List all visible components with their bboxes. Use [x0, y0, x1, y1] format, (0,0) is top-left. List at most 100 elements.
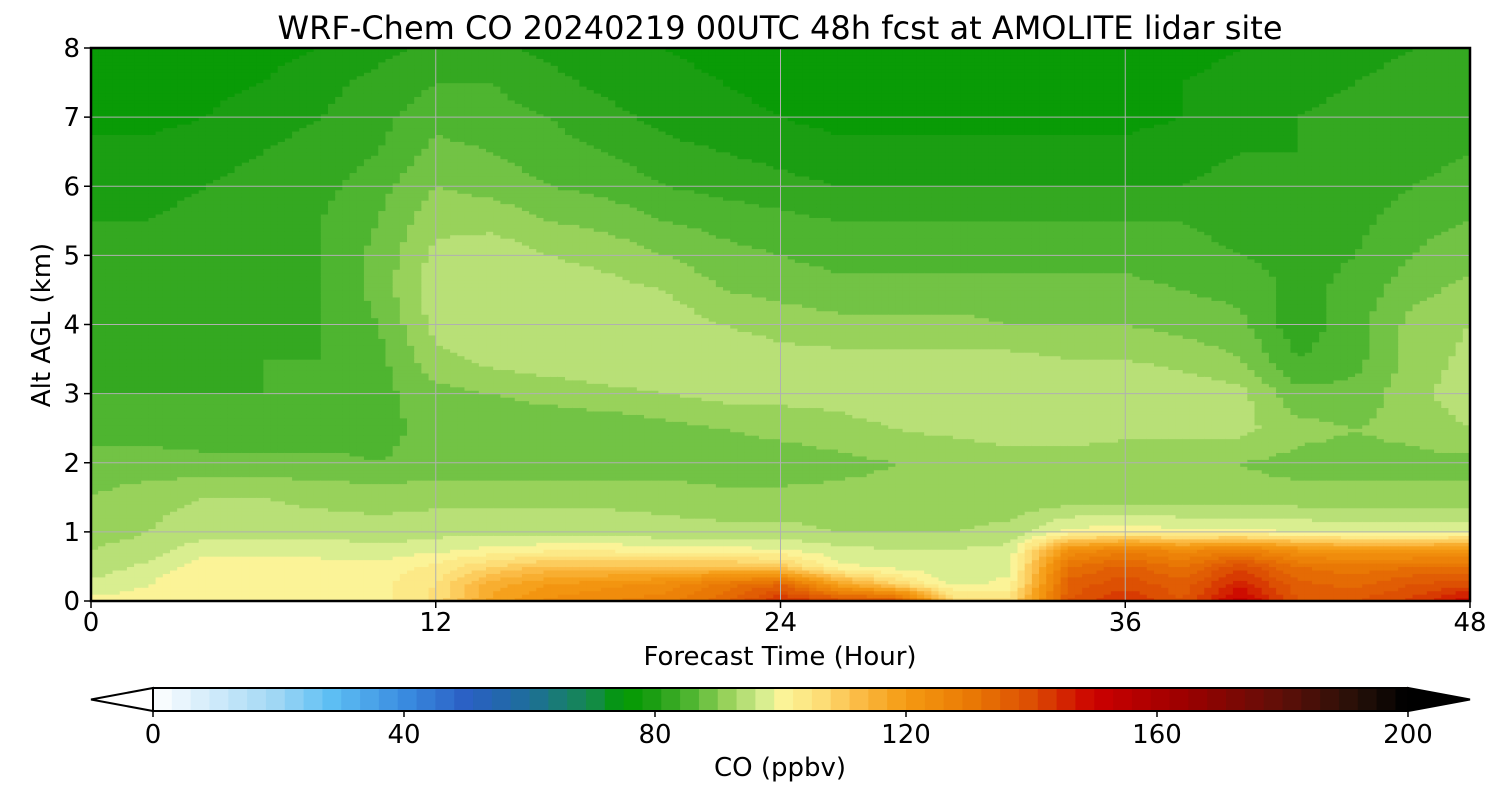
field-cell	[277, 61, 286, 66]
field-cell	[205, 566, 214, 571]
field-cell	[205, 469, 214, 474]
field-cell	[191, 504, 200, 509]
field-cell	[184, 376, 193, 381]
field-cell	[141, 352, 150, 357]
field-cell	[270, 82, 279, 87]
field-cell	[234, 286, 243, 291]
field-cell	[241, 359, 250, 364]
field-cell	[220, 580, 229, 585]
field-cell	[220, 324, 229, 329]
field-cell	[98, 155, 106, 160]
field-cell	[191, 72, 200, 77]
field-cell	[112, 321, 121, 326]
field-cell	[126, 369, 135, 374]
field-cell	[126, 54, 135, 59]
field-cell	[270, 576, 279, 581]
field-cell	[299, 403, 308, 409]
field-cell	[227, 137, 236, 142]
field-cell	[126, 203, 135, 208]
field-cell	[162, 127, 171, 132]
field-cell	[220, 234, 229, 239]
field-cell	[119, 369, 128, 374]
field-cell	[234, 141, 243, 146]
field-cell	[263, 262, 272, 267]
field-cell	[198, 348, 207, 353]
field-cell	[170, 452, 178, 457]
field-cell	[205, 189, 214, 194]
field-cell	[270, 587, 279, 592]
field-cell	[227, 552, 236, 557]
field-cell	[198, 497, 207, 502]
field-cell	[134, 245, 142, 250]
field-cell	[213, 172, 221, 177]
field-cell	[141, 269, 150, 274]
field-cell	[234, 448, 243, 453]
field-cell	[98, 200, 106, 205]
field-cell	[220, 217, 229, 222]
field-cell	[170, 590, 178, 595]
field-cell	[98, 48, 106, 53]
field-cell	[277, 213, 286, 218]
field-cell	[241, 452, 250, 457]
field-cell	[270, 455, 279, 460]
field-cell	[148, 48, 157, 53]
field-cell	[112, 524, 121, 530]
field-cell	[249, 334, 257, 339]
field-cell	[91, 469, 99, 474]
field-cell	[284, 189, 293, 194]
field-cell	[177, 562, 185, 568]
field-cell	[299, 542, 308, 547]
field-cell	[177, 168, 185, 174]
field-cell	[249, 566, 257, 571]
field-cell	[170, 72, 178, 77]
field-cell	[191, 476, 200, 481]
field-cell	[119, 296, 128, 301]
field-cell	[141, 552, 150, 557]
field-cell	[134, 175, 142, 180]
field-cell	[299, 490, 308, 495]
field-cell	[170, 134, 178, 139]
field-cell	[141, 144, 150, 149]
field-cell	[91, 86, 99, 91]
field-cell	[91, 428, 99, 433]
field-cell	[306, 576, 315, 581]
field-cell	[284, 303, 293, 308]
field-cell	[112, 497, 121, 502]
field-cell	[98, 196, 106, 201]
field-cell	[213, 86, 221, 91]
field-cell	[126, 103, 135, 108]
field-cell	[241, 476, 250, 481]
field-cell	[227, 397, 236, 402]
field-cell	[277, 96, 286, 101]
field-cell	[98, 203, 106, 208]
field-cell	[91, 99, 99, 104]
field-cell	[191, 186, 200, 191]
field-cell	[234, 127, 243, 132]
field-cell	[241, 545, 250, 550]
field-cell	[292, 269, 300, 274]
field-cell	[220, 48, 229, 53]
field-cell	[198, 379, 207, 384]
field-cell	[170, 110, 178, 115]
field-cell	[170, 348, 178, 353]
field-cell	[299, 141, 308, 146]
field-cell	[184, 317, 193, 322]
field-cell	[306, 383, 315, 388]
field-cell	[249, 514, 257, 519]
field-cell	[119, 549, 128, 554]
field-cell	[134, 179, 142, 184]
field-cell	[177, 238, 185, 243]
field-cell	[277, 82, 286, 87]
field-cell	[249, 486, 257, 491]
field-cell	[184, 203, 193, 208]
field-cell	[205, 583, 214, 588]
field-cell	[270, 296, 279, 301]
field-cell	[256, 524, 264, 530]
field-cell	[213, 168, 221, 174]
field-cell	[184, 524, 193, 530]
field-cell	[134, 562, 142, 568]
field-cell	[177, 348, 185, 353]
field-cell	[170, 542, 178, 547]
field-cell	[263, 182, 272, 187]
field-cell	[205, 75, 214, 80]
